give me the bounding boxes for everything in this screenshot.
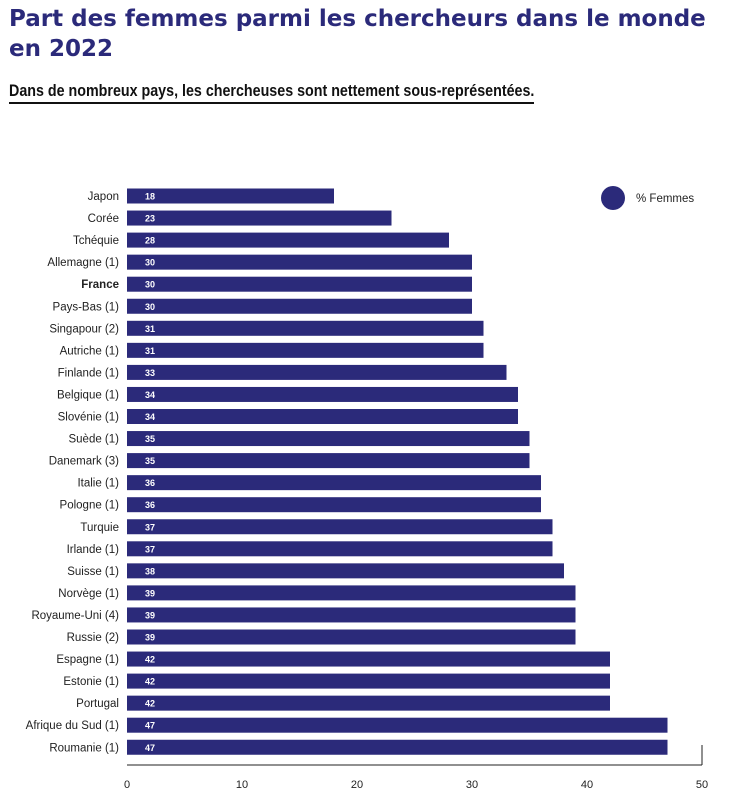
value-label: 37	[145, 544, 155, 554]
value-label: 47	[145, 721, 155, 731]
x-axis: 0 10 20 30 40 50	[124, 745, 708, 791]
category-label: Tchéquie	[73, 235, 119, 247]
category-label: Norvège (1)	[58, 588, 119, 600]
category-label: Japon	[88, 191, 119, 203]
bar	[127, 320, 484, 336]
category-label: Turquie	[80, 522, 119, 534]
value-label: 31	[145, 346, 155, 356]
value-label: 42	[145, 699, 155, 709]
x-tick-label: 10	[236, 779, 248, 791]
value-label: 33	[145, 368, 155, 378]
value-label: 35	[145, 456, 155, 466]
value-label: 28	[145, 236, 155, 246]
chart-title: Part des femmes parmi les chercheurs dan…	[9, 6, 706, 62]
bar	[127, 386, 518, 402]
category-label: Suisse (1)	[67, 566, 119, 578]
category-label: Suède (1)	[68, 434, 119, 446]
bar	[127, 364, 507, 380]
category-label: Roumanie (1)	[49, 742, 119, 754]
category-label: Pays-Bas (1)	[53, 301, 120, 313]
value-label: 31	[145, 324, 155, 334]
legend: % Femmes	[601, 186, 694, 210]
value-label: 30	[145, 280, 155, 290]
value-label: 34	[145, 412, 155, 422]
x-tick-label: 40	[581, 779, 593, 791]
category-label: Espagne (1)	[56, 654, 119, 666]
legend-swatch	[601, 186, 625, 210]
x-tick-label: 0	[124, 779, 130, 791]
bar	[127, 188, 334, 204]
bar	[127, 276, 472, 292]
value-label: 30	[145, 302, 155, 312]
x-tick-label: 50	[696, 779, 708, 791]
category-label: France	[81, 279, 119, 291]
value-label: 23	[145, 214, 155, 224]
bar	[127, 409, 518, 424]
bar	[127, 210, 392, 226]
category-label: Danemark (3)	[49, 456, 119, 468]
category-label: Italie (1)	[77, 478, 119, 490]
bar	[127, 497, 541, 513]
value-label: 38	[145, 566, 155, 576]
value-label: 39	[145, 610, 155, 620]
bar	[127, 629, 576, 645]
bar	[127, 475, 541, 491]
x-tick-label: 20	[351, 779, 363, 791]
value-label: 39	[145, 633, 155, 643]
category-label: Royaume-Uni (4)	[31, 610, 119, 622]
category-label: Finlande (1)	[58, 367, 120, 379]
legend-label: % Femmes	[636, 193, 694, 205]
category-label: Irlande (1)	[67, 544, 120, 556]
value-label: 42	[145, 677, 155, 687]
bar	[127, 519, 553, 535]
value-label: 34	[145, 390, 155, 400]
category-label: Slovénie (1)	[58, 412, 120, 424]
value-label: 39	[145, 588, 155, 598]
bar	[127, 673, 610, 689]
category-label: Allemagne (1)	[47, 257, 119, 269]
category-label: Afrique du Sud (1)	[26, 720, 120, 732]
bar	[127, 695, 610, 711]
category-label: Belgique (1)	[57, 389, 119, 401]
bar	[127, 607, 576, 623]
value-label: 36	[145, 478, 155, 488]
category-label: Corée	[88, 213, 119, 225]
x-tick-label: 30	[466, 779, 478, 791]
value-label: 42	[145, 655, 155, 665]
category-label: Russie (2)	[67, 632, 120, 644]
category-label: Portugal	[76, 698, 119, 710]
bar	[127, 717, 668, 733]
value-label: 36	[145, 500, 155, 510]
value-label: 37	[145, 522, 155, 532]
bar	[127, 739, 668, 755]
bar	[127, 431, 530, 447]
category-label: Autriche (1)	[60, 345, 120, 357]
category-label: Pologne (1)	[60, 500, 120, 512]
value-label: 30	[145, 258, 155, 268]
bar	[127, 563, 564, 579]
bar	[127, 232, 449, 248]
category-label: Singapour (2)	[49, 323, 119, 335]
value-label: 47	[145, 743, 155, 753]
bar	[127, 453, 530, 469]
chart-subtitle: Dans de nombreux pays, les chercheuses s…	[9, 80, 535, 104]
bar	[127, 342, 484, 358]
bar	[127, 585, 576, 601]
bar	[127, 298, 472, 314]
bar	[127, 254, 472, 270]
bar	[127, 541, 553, 557]
category-label: Estonie (1)	[63, 676, 119, 688]
bars-layer: Japon 18 Corée 23 Tchéquie 28 Allemagne (1) 30 F…	[26, 188, 668, 755]
value-label: 35	[145, 434, 155, 444]
bar	[127, 651, 610, 667]
value-label: 18	[145, 192, 155, 202]
